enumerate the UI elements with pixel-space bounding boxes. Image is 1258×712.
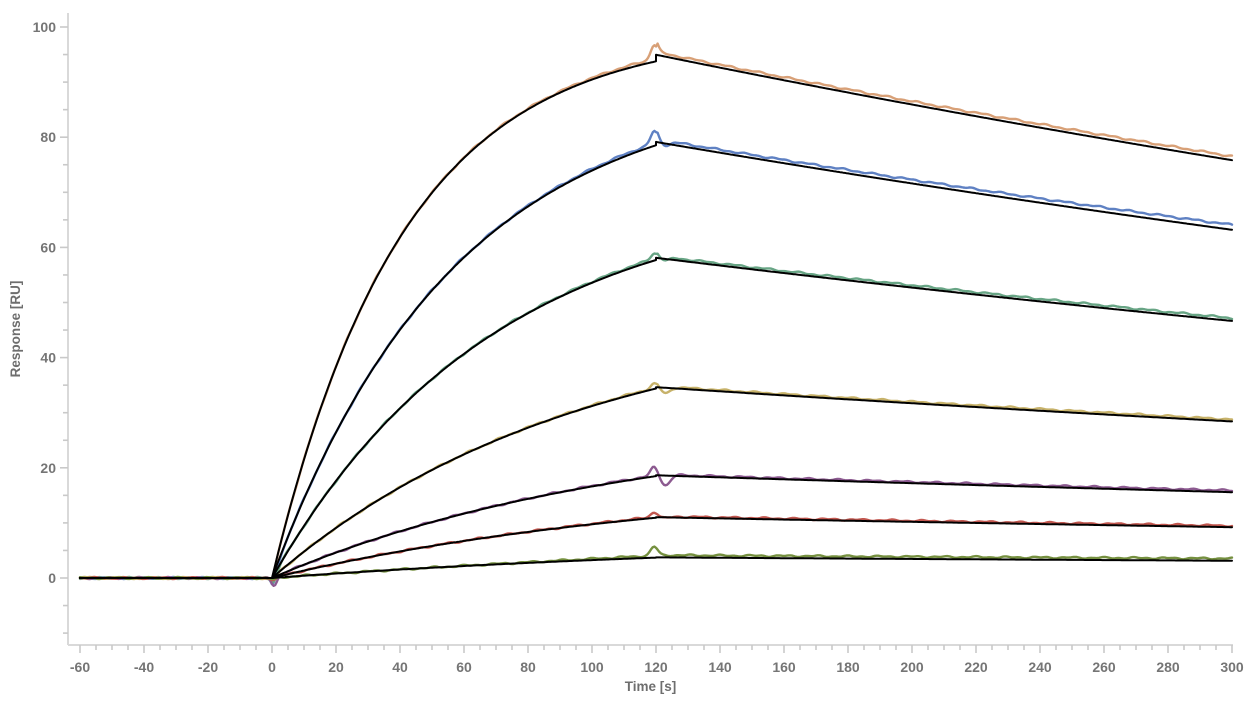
kinetic-fit-lines	[79, 53, 1233, 579]
series-trace-1-data	[78, 42, 1234, 582]
y-tick-label: 20	[40, 460, 56, 476]
x-tick-label: 140	[708, 659, 732, 675]
x-tick-label: 20	[328, 659, 344, 675]
x-tick-label: 120	[644, 659, 668, 675]
y-axis-title: Response [RU]	[8, 281, 23, 378]
x-tick-label: 200	[900, 659, 924, 675]
y-tick-label: 0	[48, 570, 56, 586]
x-tick-label: -40	[134, 659, 154, 675]
series-trace-5-fit	[79, 474, 1233, 579]
x-tick-label: 80	[520, 659, 536, 675]
x-tick-label: -60	[70, 659, 90, 675]
x-tick-label: 280	[1156, 659, 1180, 675]
x-tick-label: -20	[198, 659, 218, 675]
axes: 0 20 40 60 80 100 -60 -40 -20 0 20 40 60 80 100 120 140 1…	[8, 13, 1244, 694]
series-trace-7-data	[78, 545, 1234, 581]
x-tick-label: 240	[1028, 659, 1052, 675]
series-trace-7-fit	[79, 556, 1233, 579]
x-tick-label: 40	[392, 659, 408, 675]
series-trace-5-data	[78, 465, 1234, 587]
x-tick-label: 300	[1220, 659, 1244, 675]
x-tick-label: 260	[1092, 659, 1116, 675]
x-tick-label: 0	[268, 659, 276, 675]
x-tick-label: 180	[836, 659, 860, 675]
x-tick-label: 60	[456, 659, 472, 675]
series-trace-3-fit	[79, 256, 1233, 579]
y-tick-label: 80	[40, 129, 56, 145]
y-tick-label: 60	[40, 239, 56, 255]
x-tick-label: 160	[772, 659, 796, 675]
y-tick-label: 40	[40, 350, 56, 366]
x-tick-label: 100	[580, 659, 604, 675]
raw-data-traces	[78, 42, 1234, 587]
x-tick-label: 220	[964, 659, 988, 675]
x-axis-title: Time [s]	[625, 679, 677, 694]
y-tick-label: 100	[33, 19, 57, 35]
